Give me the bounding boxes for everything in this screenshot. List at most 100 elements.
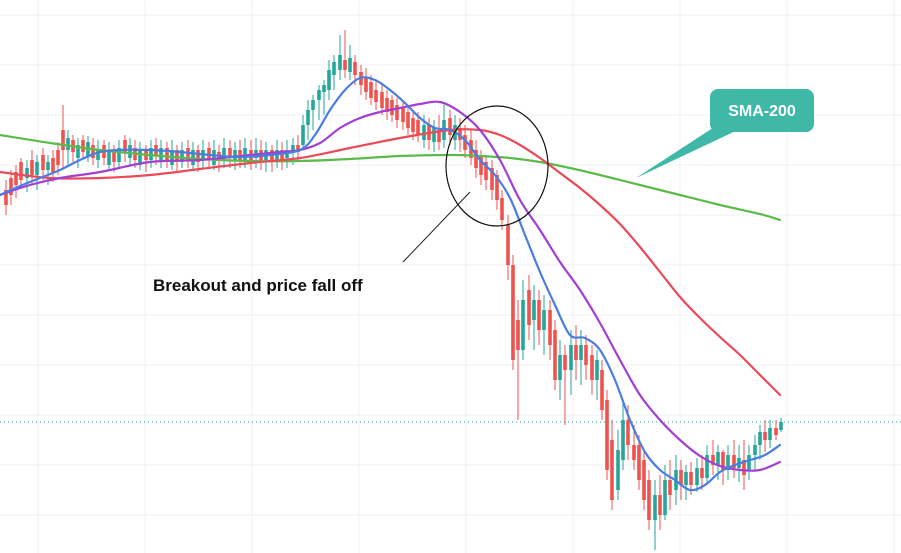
candle-down: [380, 85, 384, 115]
candle-up: [332, 55, 336, 90]
candle-down: [679, 460, 683, 500]
candle-body: [128, 145, 132, 158]
candle-body: [506, 225, 510, 265]
candle-up: [311, 95, 315, 130]
candle-down: [395, 98, 399, 128]
candle-body: [558, 355, 562, 380]
candle-up: [191, 142, 195, 170]
candle-up: [338, 35, 342, 80]
candle-down: [732, 440, 736, 478]
candle-body: [117, 148, 121, 162]
candle-down: [296, 135, 300, 160]
candle-down: [9, 170, 13, 205]
candle-up: [322, 80, 326, 115]
breakout-label: Breakout and price fall off: [153, 276, 363, 295]
candle-body: [91, 145, 95, 158]
candle-body: [243, 148, 247, 160]
candle-body: [721, 452, 725, 470]
candle-up: [558, 340, 562, 400]
candle-down: [763, 420, 767, 452]
candle-up: [753, 435, 757, 470]
candle-down: [584, 335, 588, 380]
candle-body: [4, 190, 8, 205]
candle-down: [484, 155, 488, 190]
sma200-callout-label: SMA-200: [728, 103, 796, 120]
candle-body: [56, 150, 60, 165]
candle-body: [542, 310, 546, 330]
candle-down: [4, 180, 8, 215]
candle-body: [422, 125, 426, 140]
candle-up: [726, 445, 730, 480]
candle-body: [689, 472, 693, 485]
candle-up: [695, 458, 699, 492]
candle-body: [317, 90, 321, 100]
candle-body: [584, 345, 588, 365]
candle-down: [668, 460, 672, 510]
candle-body: [332, 62, 336, 75]
candle-up: [758, 425, 762, 460]
candle-down: [448, 110, 452, 145]
candle-up: [138, 142, 142, 170]
candle-up: [653, 480, 657, 550]
candle-body: [563, 355, 567, 370]
candle-body: [212, 150, 216, 165]
candle-body: [516, 320, 520, 350]
candle-down: [500, 190, 504, 230]
candles-layer: [4, 30, 783, 550]
candle-body: [46, 162, 50, 170]
candle-body: [275, 150, 279, 162]
candle-down: [590, 345, 594, 395]
candle-body: [25, 168, 29, 178]
candle-body: [574, 345, 578, 360]
sma200-callout-box: [710, 89, 814, 132]
candle-down: [711, 440, 715, 475]
candle-body: [553, 330, 557, 380]
candle-up: [66, 130, 70, 165]
candle-body: [521, 300, 525, 350]
candle-down: [364, 68, 368, 100]
candle-down: [385, 90, 389, 120]
candle-body: [679, 470, 683, 485]
candle-down: [537, 290, 541, 345]
candle-body: [327, 70, 331, 90]
candle-body: [616, 450, 620, 490]
candle-body: [610, 440, 614, 500]
candle-body: [138, 150, 142, 165]
candle-body: [458, 128, 462, 140]
candle-body: [527, 290, 531, 325]
candle-body: [653, 495, 657, 520]
candle-up: [348, 45, 352, 80]
candle-body: [301, 125, 305, 145]
sma-mid-line: [0, 100, 782, 472]
candle-down: [175, 145, 179, 172]
candle-down: [527, 275, 531, 340]
candle-up: [222, 138, 226, 168]
candle-down: [610, 420, 614, 510]
candle-up: [779, 418, 783, 432]
candle-up: [264, 142, 268, 172]
candle-body: [779, 422, 783, 430]
candle-down: [165, 142, 169, 168]
candle-body: [411, 118, 415, 132]
candle-body: [711, 455, 715, 465]
candle-down: [186, 140, 190, 168]
candle-body: [296, 145, 300, 152]
sma-fast-line: [0, 76, 782, 492]
candle-down: [19, 158, 23, 188]
candle-body: [165, 148, 169, 160]
candle-body: [763, 432, 767, 440]
candle-body: [548, 310, 552, 345]
candle-body: [41, 155, 45, 170]
candle-down: [56, 142, 60, 175]
candle-body: [81, 140, 85, 152]
candle-down: [490, 160, 494, 200]
candle-up: [442, 105, 446, 148]
candle-body: [406, 112, 410, 128]
candle-body: [537, 300, 541, 330]
candle-body: [605, 400, 609, 470]
candle-body: [280, 150, 284, 160]
candle-up: [684, 465, 688, 500]
candle-body: [96, 150, 100, 160]
